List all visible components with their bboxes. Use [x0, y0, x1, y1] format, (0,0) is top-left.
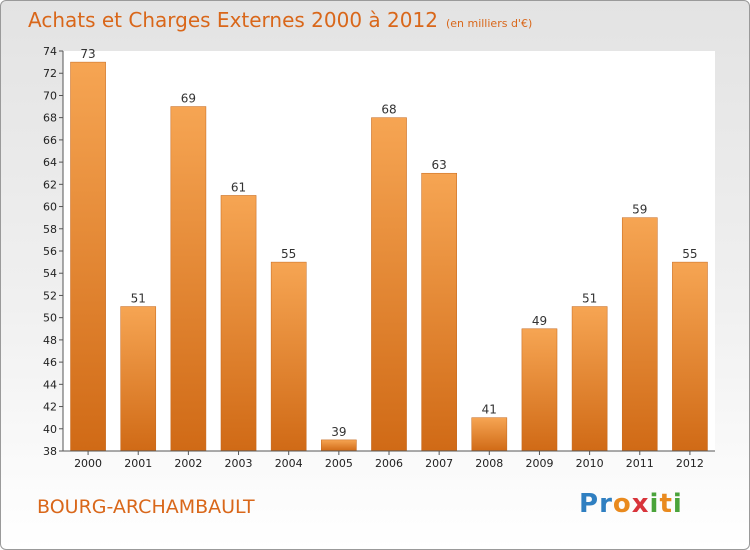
- x-tick-label: 2000: [74, 457, 102, 470]
- bar-value-label: 68: [381, 103, 396, 117]
- bar: [621, 217, 658, 452]
- bar: [371, 117, 407, 452]
- y-tick-label: 54: [43, 267, 57, 280]
- y-tick-label: 44: [43, 378, 57, 391]
- bar-value-label: 39: [331, 425, 346, 439]
- bar-value-label: 69: [181, 92, 196, 106]
- bar: [672, 261, 708, 452]
- bar: [421, 172, 457, 452]
- logo-letter: t: [659, 489, 673, 519]
- x-tick-label: 2001: [124, 457, 152, 470]
- city-name: BOURG-ARCHAMBAULT: [37, 496, 255, 518]
- bar: [571, 306, 608, 452]
- bar: [321, 439, 357, 452]
- bar: [70, 61, 106, 452]
- proxiti-logo: Proxiti: [579, 489, 683, 519]
- y-tick-label: 42: [43, 401, 57, 414]
- y-tick-label: 52: [43, 289, 57, 302]
- bar-value-label: 63: [432, 158, 447, 172]
- bar: [170, 106, 207, 452]
- x-axis: 2000 2001 2002 2003 2004 2005 2006 2007 2008 2009…: [63, 450, 715, 470]
- bar-value-label: 73: [80, 47, 95, 61]
- y-tick-label: 48: [43, 334, 57, 347]
- logo-letter: i: [649, 489, 660, 519]
- bar: [521, 328, 558, 452]
- x-tick-label: 2010: [576, 457, 604, 470]
- x-tick-label: 2007: [425, 457, 453, 470]
- x-tick-label: 2008: [475, 457, 503, 470]
- bar: [120, 306, 157, 452]
- y-tick-label: 68: [43, 112, 57, 125]
- x-tick-label: 2009: [525, 457, 553, 470]
- bar-value-label: 61: [231, 180, 246, 194]
- bar-value-label: 41: [482, 403, 497, 417]
- bar-value-label: 55: [682, 247, 697, 261]
- y-tick-label: 74: [43, 45, 57, 58]
- logo-letter: i: [672, 489, 683, 519]
- y-tick-label: 58: [43, 223, 57, 236]
- y-axis: 38 40 42 44 46 48 50 52 54 56 58 60 62 64 66 68 70 72 74: [43, 45, 64, 458]
- bar-value-label: 55: [281, 247, 296, 261]
- bars: 73 51 69 61 55 39 68 63 41 49 51 59 55: [70, 47, 708, 452]
- y-tick-label: 40: [43, 423, 57, 436]
- bar: [471, 417, 508, 452]
- x-tick-label: 2006: [375, 457, 403, 470]
- logo-letter: P: [579, 489, 600, 519]
- x-tick-label: 2002: [174, 457, 202, 470]
- bar: [220, 195, 257, 452]
- bar-value-label: 51: [131, 292, 146, 306]
- x-tick-label: 2003: [225, 457, 253, 470]
- y-tick-label: 50: [43, 312, 57, 325]
- y-tick-label: 38: [43, 445, 57, 458]
- logo-letter: o: [612, 489, 632, 519]
- chart-title: Achats et Charges Externes 2000 à 2012 (e…: [28, 8, 532, 32]
- y-tick-label: 66: [43, 134, 57, 147]
- bar-value-label: 59: [632, 203, 647, 217]
- y-tick-label: 64: [43, 156, 57, 169]
- logo-letter: r: [599, 489, 613, 519]
- logo-letter: x: [631, 489, 650, 519]
- bar: [270, 261, 307, 452]
- y-tick-label: 56: [43, 245, 57, 258]
- y-tick-label: 60: [43, 201, 57, 214]
- bar-value-label: 51: [582, 292, 597, 306]
- x-tick-label: 2004: [275, 457, 303, 470]
- chart-unit: (en milliers d'€): [445, 17, 533, 30]
- x-tick-label: 2011: [626, 457, 654, 470]
- y-tick-label: 70: [43, 89, 57, 102]
- x-tick-label: 2005: [325, 457, 353, 470]
- bar-value-label: 49: [532, 314, 547, 328]
- y-tick-label: 46: [43, 356, 57, 369]
- y-tick-label: 72: [43, 67, 57, 80]
- y-tick-label: 62: [43, 178, 57, 191]
- x-tick-label: 2012: [676, 457, 704, 470]
- chart-title-text: Achats et Charges Externes 2000 à 2012: [28, 8, 438, 32]
